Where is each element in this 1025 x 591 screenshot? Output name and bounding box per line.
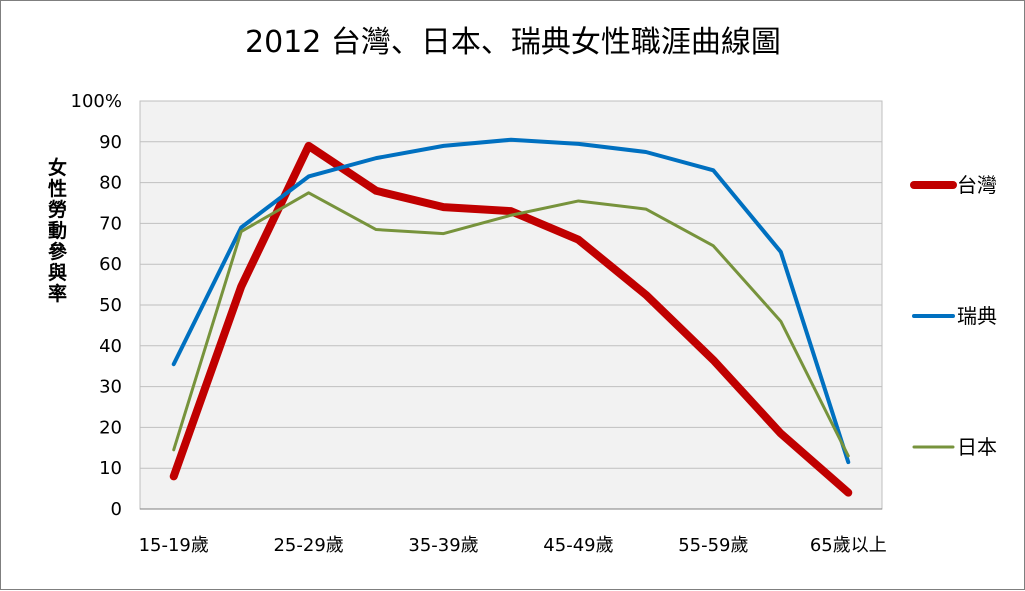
x-tick-label: 35-39歲 [408, 535, 478, 556]
x-tick-label: 45-49歲 [543, 535, 613, 556]
y-axis-label: 女性勞動參與率 [45, 156, 67, 304]
y-tick-label: 90 [99, 132, 122, 153]
series-lines [169, 137, 853, 497]
y-tick-label: 10 [99, 458, 122, 479]
series-line [171, 137, 851, 465]
chart-title: 2012 台灣、日本、瑞典女性職涯曲線圖 [245, 25, 781, 60]
legend-label: 日本 [957, 435, 997, 459]
x-tick-label: 55-59歲 [678, 535, 748, 556]
x-tick-label: 65歲以上 [810, 535, 887, 556]
x-tick-label: 15-19歲 [139, 535, 209, 556]
y-tick-label: 20 [99, 417, 122, 438]
y-gridlines [140, 100, 882, 510]
series-line [172, 191, 850, 458]
y-tick-label: 50 [99, 295, 122, 316]
x-tick-label: 25-29歲 [273, 535, 343, 556]
y-axis-ticks: 0 10 20 30 40 50 60 70 80 90 100% [71, 91, 122, 520]
legend-label: 瑞典 [957, 304, 997, 328]
legend-label: 台灣 [957, 173, 997, 197]
y-tick-label: 30 [99, 377, 122, 398]
y-tick-label: 40 [99, 336, 122, 357]
y-tick-label: 70 [99, 213, 122, 234]
y-tick-label: 0 [111, 499, 122, 520]
x-axis-ticks: 15-19歲 25-29歲 35-39歲 45-49歲 55-59歲 65歲以上 [139, 535, 887, 556]
y-tick-label: 80 [99, 173, 122, 194]
y-tick-label: 60 [99, 254, 122, 275]
y-tick-label: 100% [71, 91, 122, 112]
